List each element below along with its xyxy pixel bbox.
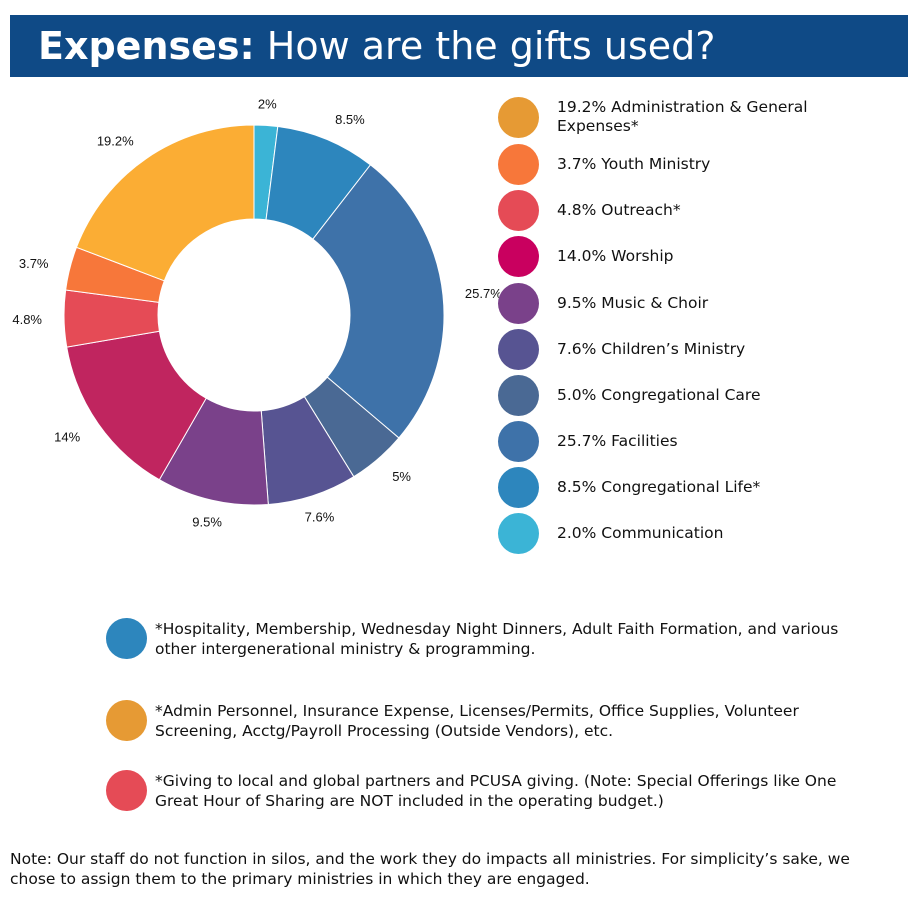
donut-slice (312, 164, 445, 439)
legend-swatch (498, 466, 539, 508)
page-header: Expenses: How are the gifts used? (10, 15, 908, 77)
donut-slices (63, 124, 445, 506)
footnote-swatch (106, 700, 147, 741)
legend-item: 25.7% Facilities (498, 420, 847, 462)
legend-label: 25.7% Facilities (557, 431, 678, 450)
footer-note: Note: Our staff do not function in silos… (10, 850, 850, 888)
legend-item: 14.0% Worship (498, 235, 847, 277)
legend-label: 19.2% Administration & General Expenses* (557, 98, 808, 135)
footnote-text: *Admin Personnel, Insurance Expense, Lic… (155, 701, 799, 740)
legend-label: 14.0% Worship (557, 246, 674, 265)
legend-label: 2.0% Communication (557, 523, 724, 542)
legend-item: 8.5% Congregational Life* (498, 466, 847, 508)
legend-item: 5.0% Congregational Care (498, 374, 847, 416)
footnote-swatch (106, 618, 147, 659)
slice-data-label: 4.8% (12, 312, 42, 327)
footnote-item: *Hospitality, Membership, Wednesday Nigh… (106, 618, 845, 659)
title-rest: How are the gifts used? (254, 24, 716, 68)
legend-swatch (498, 420, 539, 462)
legend-swatch (498, 189, 539, 231)
slice-data-label: 7.6% (305, 510, 335, 525)
slice-data-label: 3.7% (19, 256, 49, 271)
slice-data-label: 2% (258, 96, 277, 111)
legend-label: 8.5% Congregational Life* (557, 477, 761, 496)
footnote-text: *Giving to local and global partners and… (155, 771, 837, 810)
legend-swatch (498, 374, 539, 416)
donut-chart: 2% 8.5% 25.7% 5% 7.6% 9.5% 14% 4.8% 3.7% 19.2% (12, 96, 500, 529)
legend-swatch (498, 282, 539, 324)
legend-label: 9.5% Music & Choir (557, 293, 709, 312)
legend-item: 19.2% Administration & General Expenses* (498, 96, 847, 138)
legend-label: 7.6% Children’s Ministry (557, 339, 746, 358)
slice-data-label: 14% (54, 429, 80, 444)
legend-label: 4.8% Outreach* (557, 200, 681, 219)
slice-data-label: 9.5% (192, 515, 222, 530)
footnote-item: *Admin Personnel, Insurance Expense, Lic… (106, 700, 845, 741)
page-title: Expenses: How are the gifts used? (38, 21, 715, 71)
legend-item: 3.7% Youth Ministry (498, 143, 847, 185)
legend-label: 3.7% Youth Ministry (557, 154, 711, 173)
slice-data-label: 19.2% (97, 133, 134, 148)
slice-data-label: 8.5% (335, 112, 365, 127)
legend-swatch (498, 512, 539, 554)
donut-labels: 2% 8.5% 25.7% 5% 7.6% 9.5% 14% 4.8% 3.7% 19.2% (12, 96, 500, 529)
legend-label: 5.0% Congregational Care (557, 385, 761, 404)
legend-swatch (498, 235, 539, 277)
legend-swatch (498, 143, 539, 185)
legend-item: 7.6% Children’s Ministry (498, 328, 847, 370)
footnote-text: *Hospitality, Membership, Wednesday Nigh… (155, 619, 839, 658)
legend-swatch (498, 96, 539, 138)
legend-item: 4.8% Outreach* (498, 189, 847, 231)
legend-swatch (498, 328, 539, 370)
slice-data-label: 25.7% (465, 286, 500, 301)
footnote-swatch (106, 770, 147, 811)
donut-slice (75, 124, 255, 282)
title-bold: Expenses: (38, 24, 255, 68)
footnote-item: *Giving to local and global partners and… (106, 770, 845, 811)
slice-data-label: 5% (392, 469, 411, 484)
legend-item: 9.5% Music & Choir (498, 282, 847, 324)
legend-item: 2.0% Communication (498, 512, 847, 554)
